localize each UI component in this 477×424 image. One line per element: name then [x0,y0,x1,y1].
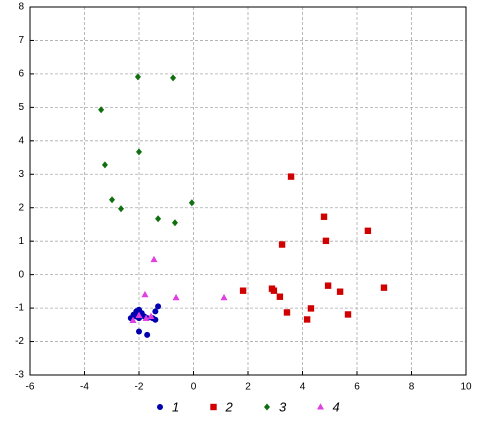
point [380,284,388,291]
point [307,305,315,312]
point [170,74,177,82]
x-tick-label: -4 [80,382,89,393]
legend-label: 3 [279,399,287,414]
y-tick-label: 8 [18,2,24,13]
legend-label: 2 [225,399,234,414]
y-tick-label: 5 [18,102,24,113]
x-tick-label: 10 [460,382,472,393]
point [320,213,328,220]
legend-marker [317,403,324,410]
point [134,73,141,81]
legend-marker [157,404,163,410]
point [142,314,150,321]
point [364,227,372,235]
point [344,311,352,318]
point [155,215,162,223]
point [220,293,228,301]
point [336,288,344,295]
point [118,205,125,213]
point [278,241,286,248]
x-tick-label: 4 [300,382,306,393]
x-tick-label: 6 [354,382,360,393]
point [129,316,137,323]
y-tick-label: 4 [18,135,24,146]
point [144,331,151,338]
point [283,309,291,316]
legend-marker [264,403,270,411]
point [109,196,116,204]
x-tick-label: -2 [135,382,144,393]
y-tick-label: 6 [18,69,24,80]
y-tick-label: 3 [18,169,24,180]
point [188,199,195,207]
y-tick-label: 1 [18,236,24,247]
legend-label: 1 [172,399,179,414]
point [276,293,284,300]
legend-label: 4 [333,399,340,414]
x-tick-label: 2 [245,382,251,393]
point [155,303,162,310]
point [150,255,158,263]
point [270,287,278,294]
x-tick-label: 8 [409,382,415,393]
point [152,308,159,315]
point [172,293,180,301]
plot-frame [29,6,467,376]
point [136,328,142,335]
point [101,161,108,169]
point [322,237,330,245]
point [147,312,155,319]
point [171,219,178,227]
point [324,282,332,289]
y-tick-label: 2 [18,202,24,213]
x-tick-label: -6 [26,382,35,393]
point [287,173,295,180]
point [135,311,143,318]
point [136,148,142,156]
y-tick-label: 7 [18,35,24,46]
y-tick-label: -2 [15,336,24,347]
point [303,316,311,323]
y-tick-label: 0 [18,269,24,280]
point [141,290,149,298]
y-tick-label: -3 [15,370,24,381]
y-tick-label: -1 [15,303,24,314]
point [98,106,105,114]
legend-marker [210,403,217,411]
point [239,287,247,294]
x-tick-label: 0 [191,382,197,393]
